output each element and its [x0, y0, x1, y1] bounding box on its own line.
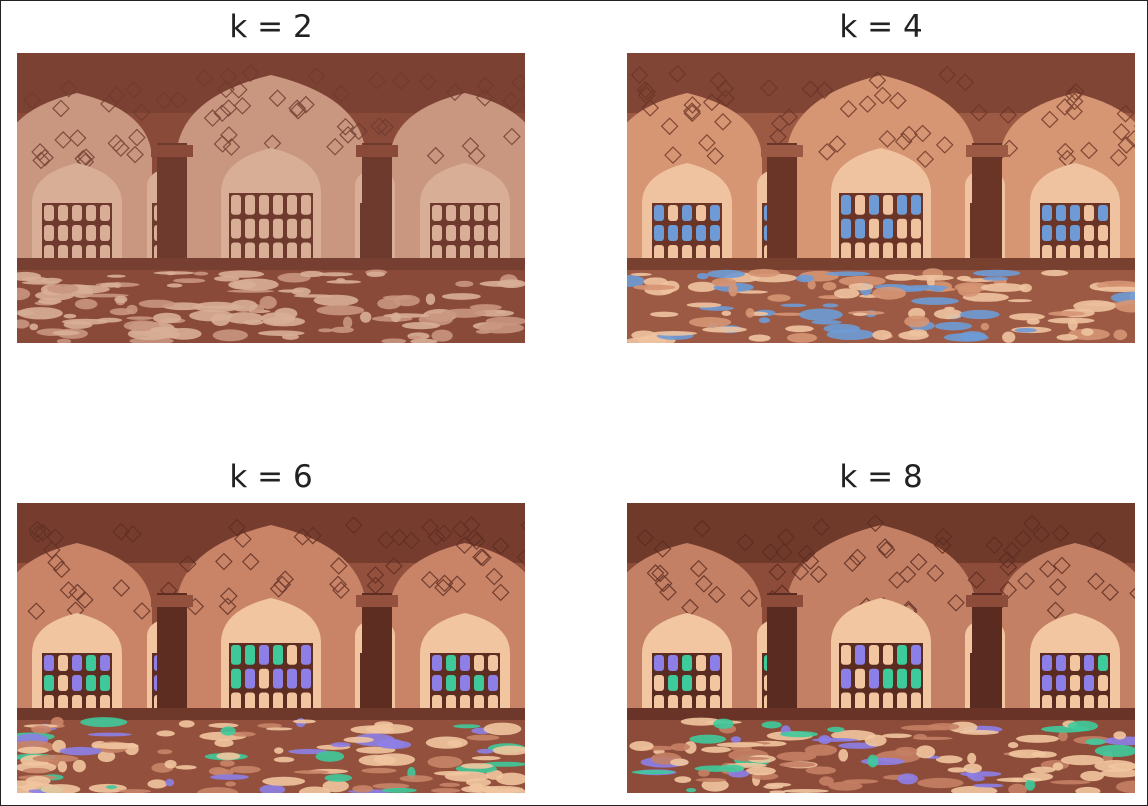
quantized-image — [17, 503, 525, 793]
panel-k4-image — [627, 53, 1135, 343]
panel-title-k4: k = 4 — [839, 9, 923, 45]
quantized-image — [17, 53, 525, 343]
panel-title-k2: k = 2 — [229, 9, 313, 45]
panel-k6-image — [17, 503, 525, 793]
panel-k2-image — [17, 53, 525, 343]
panel-title-k8: k = 8 — [839, 459, 923, 495]
panel-title-k6: k = 6 — [229, 459, 313, 495]
panel-k8-image — [627, 503, 1135, 793]
quantized-image — [627, 53, 1135, 343]
quantized-image — [627, 503, 1135, 793]
